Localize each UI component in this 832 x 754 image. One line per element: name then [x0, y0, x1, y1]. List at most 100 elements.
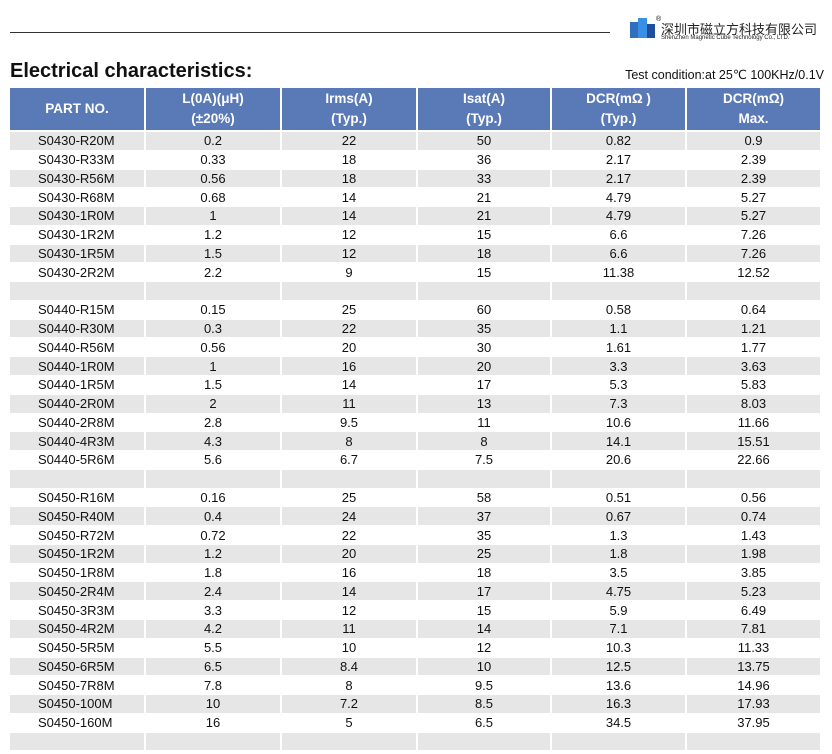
column-header: Irms(A) (Typ.) [282, 88, 416, 130]
row-shade [418, 282, 550, 300]
value-cell: 3.5 [609, 565, 628, 581]
part-number: S0450-4R2M [38, 621, 115, 637]
value-cell: 11 [342, 621, 356, 637]
column-header: Isat(A) (Typ.) [418, 88, 550, 130]
value-cell: 18 [476, 565, 492, 581]
row-shade [687, 132, 820, 150]
row-shade [10, 207, 144, 225]
value-cell: 1.5 [203, 245, 223, 261]
value-cell: 16 [341, 565, 357, 581]
value-cell: 0.56 [740, 490, 767, 505]
value-cell: 6.5 [474, 715, 494, 731]
header-line: DCR(mΩ ) [586, 91, 651, 106]
part-number: S0440-R56M [38, 339, 115, 355]
row-shade [146, 620, 280, 638]
value-cell: 14 [476, 621, 492, 637]
row-shade [418, 469, 550, 488]
value-cell: 16 [341, 358, 357, 374]
row-shade [282, 732, 416, 751]
value-cell: 34.5 [605, 715, 632, 731]
value-cell: 11 [477, 414, 491, 430]
value-cell: 22 [341, 321, 357, 337]
value-cell: 14 [341, 583, 357, 599]
value-cell: 2.4 [203, 583, 223, 599]
value-cell: 8 [480, 433, 488, 449]
value-cell: 20 [341, 339, 357, 355]
value-cell: 33 [476, 170, 492, 186]
value-cell: 36 [476, 152, 492, 168]
value-cell: 10 [205, 696, 221, 712]
row-shade [10, 319, 144, 338]
row-shade [552, 432, 685, 451]
row-shade [282, 507, 416, 526]
value-cell: 0.51 [605, 490, 632, 505]
value-cell: 1.8 [203, 565, 223, 581]
row-shade [418, 544, 550, 563]
row-shade [552, 394, 685, 413]
value-cell: 1 [209, 208, 217, 224]
row-shade [687, 394, 820, 413]
row-shade [10, 282, 144, 300]
test-condition: Test condition:at 25℃ 100KHz/0.1V [625, 68, 824, 82]
value-cell: 22.66 [737, 452, 770, 468]
value-cell: 21 [476, 189, 492, 205]
value-cell: 17 [476, 583, 492, 599]
part-number: S0430-R68M [38, 189, 115, 205]
row-shade [687, 582, 820, 601]
value-cell: 10.3 [605, 640, 632, 656]
row-shade [146, 357, 280, 375]
value-cell: 3.3 [203, 602, 223, 618]
row-shade [146, 732, 280, 751]
value-cell: 0.82 [605, 133, 632, 149]
value-cell: 1.1 [609, 321, 628, 337]
row-shade [687, 244, 820, 263]
value-cell: 0.64 [740, 302, 767, 318]
row-shade [687, 357, 820, 375]
value-cell: 35 [476, 527, 492, 543]
row-shade [282, 544, 416, 563]
header-line: Isat(A) [462, 91, 505, 106]
value-cell: 9.5 [474, 677, 494, 693]
row-shade [10, 394, 144, 413]
value-cell: 1.2 [203, 227, 223, 243]
part-number: S0430-1R5M [38, 245, 115, 261]
value-cell: 5.83 [740, 377, 767, 393]
value-cell: 0.33 [200, 152, 226, 168]
row-shade [146, 657, 280, 676]
value-cell: 4.79 [605, 208, 632, 224]
value-cell: 6.6 [609, 245, 628, 261]
part-number: S0440-5R6M [38, 452, 115, 468]
value-cell: 4.79 [605, 189, 632, 205]
row-shade [282, 357, 416, 375]
value-cell: 5.23 [740, 583, 767, 599]
row-shade [282, 432, 416, 451]
header-line: (±20%) [191, 111, 235, 126]
row-shade [552, 132, 685, 150]
value-cell: 21 [476, 208, 492, 224]
row-shade [687, 732, 820, 751]
value-cell: 37 [476, 508, 492, 524]
value-cell: 5.5 [203, 640, 223, 656]
value-cell: 2 [209, 396, 217, 412]
value-cell: 3.3 [609, 358, 628, 374]
value-cell: 5.6 [203, 452, 223, 468]
row-shade [687, 282, 820, 300]
row-shade [552, 620, 685, 638]
value-cell: 2.2 [203, 264, 223, 280]
part-number: S0450-6R5M [38, 658, 115, 674]
value-cell: 15 [476, 264, 492, 280]
value-cell: 14.96 [737, 677, 770, 693]
row-shade [552, 544, 685, 563]
value-cell: 8 [345, 433, 353, 449]
row-shade [10, 132, 144, 150]
row-shade [146, 507, 280, 526]
row-shade [552, 282, 685, 300]
value-cell: 1.2 [203, 546, 223, 562]
value-cell: 12.52 [737, 264, 770, 280]
value-cell: 18 [341, 152, 357, 168]
row-shade [146, 394, 280, 413]
row-shade [10, 732, 144, 751]
value-cell: 10 [341, 640, 357, 656]
row-shade [10, 620, 144, 638]
header-line: DCR(mΩ) [722, 91, 785, 106]
